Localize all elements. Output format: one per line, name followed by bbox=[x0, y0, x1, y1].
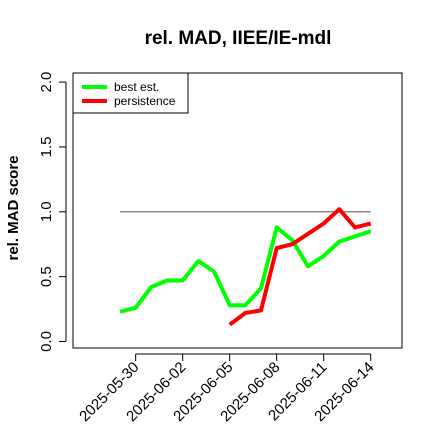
chart-title: rel. MAD, IIEE/IE-mdl bbox=[145, 28, 332, 49]
x-axis: 2025-05-302025-06-022025-06-052025-06-08… bbox=[76, 353, 377, 425]
series-line-best-est bbox=[119, 225, 372, 314]
y-tick-label: 0.0 bbox=[38, 331, 55, 352]
y-axis-label: rel. MAD score bbox=[5, 155, 22, 260]
y-axis: 0.0 0.5 1.0 1.5 2.0 bbox=[38, 72, 67, 352]
series-layer bbox=[119, 207, 372, 327]
legend: best est.persistence bbox=[72, 72, 189, 114]
plot-area-frame bbox=[72, 72, 403, 349]
legend-label: best est. bbox=[114, 80, 159, 94]
y-tick-label: 2.0 bbox=[38, 72, 55, 93]
y-tick-label: 1.0 bbox=[38, 201, 55, 222]
series-line-persistence bbox=[228, 207, 372, 327]
y-tick-label: 0.5 bbox=[38, 266, 55, 287]
legend-label: persistence bbox=[114, 94, 176, 108]
legend-box bbox=[72, 72, 189, 114]
y-tick-label: 1.5 bbox=[38, 137, 55, 158]
